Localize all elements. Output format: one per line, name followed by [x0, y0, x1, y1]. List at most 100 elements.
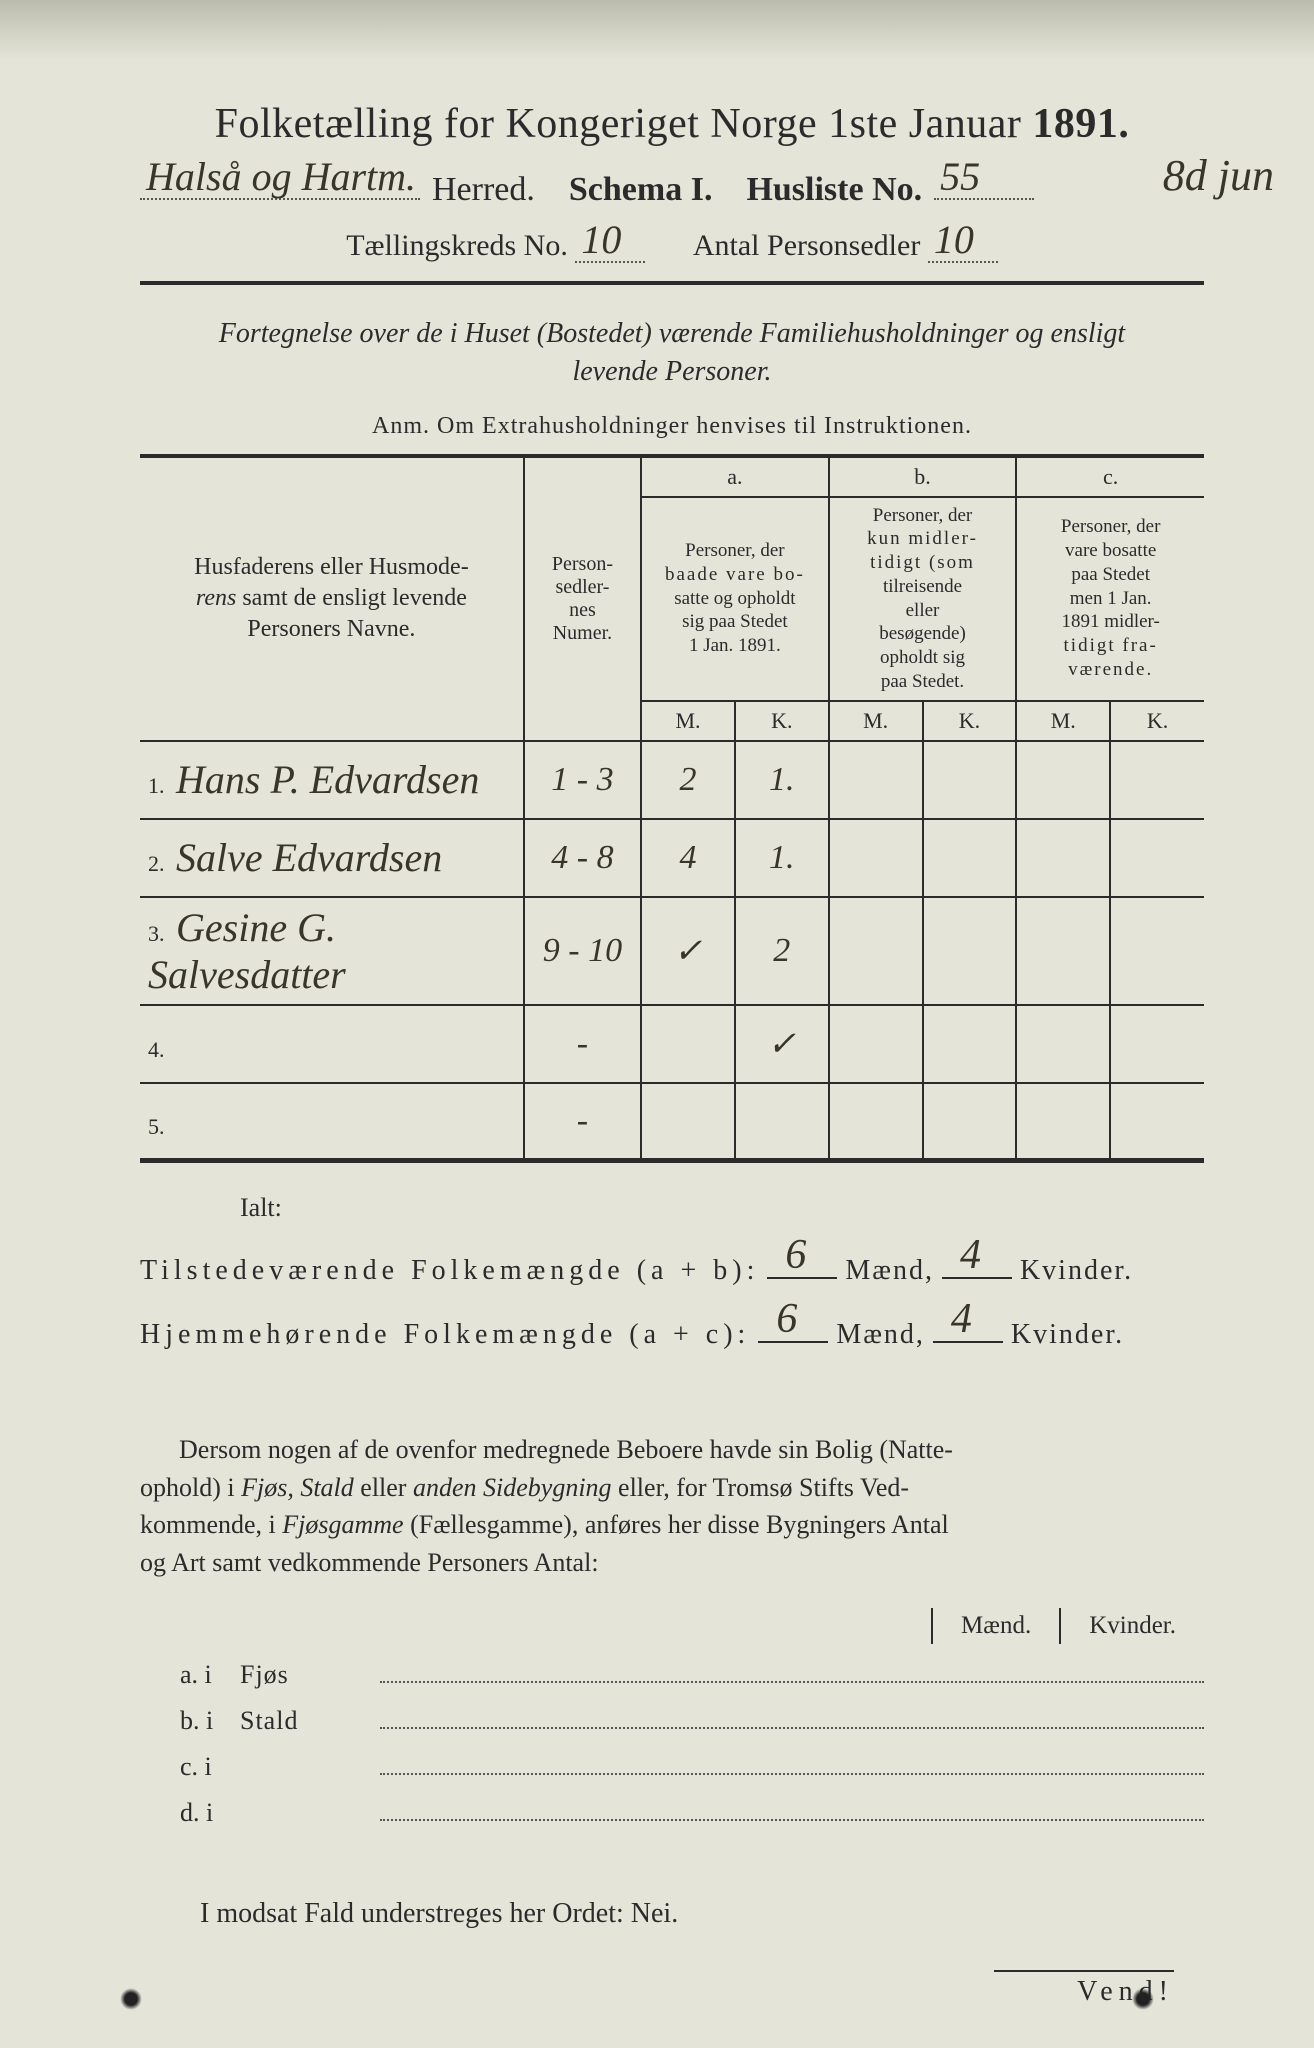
building-line: b. iStald [140, 1706, 1204, 1736]
b-k-cell [923, 1083, 1017, 1161]
line-label: d. i [180, 1798, 240, 1828]
col-names-header: Husfaderens eller Husmode- rens samt de … [140, 458, 524, 741]
header-line-2: Halså og Hartm. Herred. Schema I. Huslis… [140, 170, 1204, 209]
table-row: 5.- [140, 1083, 1204, 1161]
numer-cell: - [524, 1083, 641, 1161]
numer-cell: - [524, 1005, 641, 1083]
building-line: d. i [140, 1798, 1204, 1828]
tilstede-m-value: 6 [785, 1231, 808, 1279]
kvinder-label: Kvinder. [1020, 1255, 1133, 1287]
herred-label: Herred. [432, 171, 535, 209]
header-rule [140, 281, 1204, 285]
numer-cell: 4 - 8 [524, 819, 641, 897]
b-m-cell [829, 897, 923, 1005]
a-k-cell [735, 1083, 829, 1161]
title-prefix: Folketælling for Kongeriget Norge 1ste J… [215, 101, 1022, 147]
col-b-k: K. [923, 701, 1017, 741]
c-m-cell [1016, 897, 1110, 1005]
col-c-label: c. [1016, 458, 1204, 497]
line-label: c. i [180, 1752, 240, 1782]
hjemme-k-field: 4 [933, 1309, 1003, 1343]
a-m-cell [641, 1005, 735, 1083]
numer-cell: 9 - 10 [524, 897, 641, 1005]
a-k-cell: 1. [735, 819, 829, 897]
dotted-fill [380, 1675, 1204, 1683]
kreds-field: 10 [575, 233, 645, 263]
a-m-cell: 4 [641, 819, 735, 897]
col-a-desc: Personer, der baade vare bo- satte og op… [641, 497, 829, 701]
census-form-page: Folketælling for Kongeriget Norge 1ste J… [0, 0, 1314, 2048]
b-m-cell [829, 1083, 923, 1161]
name-cell: 5. [140, 1083, 524, 1161]
husliste-field: 55 [934, 170, 1034, 200]
subtitle-line-1: Fortegnelse over de i Huset (Bostedet) v… [140, 315, 1204, 353]
col-numer-header: Person- sedler- nes Numer. [524, 458, 641, 741]
husliste-value: 55 [940, 153, 980, 200]
col-a-m: M. [641, 701, 735, 741]
ialt-tilstede-line: Tilstedeværende Folkemængde (a + b): 6 M… [140, 1245, 1204, 1287]
col-c-m: M. [1016, 701, 1110, 741]
c-m-cell [1016, 819, 1110, 897]
kreds-label: Tællingskreds No. [346, 229, 568, 262]
a-k-cell: ✓ [735, 1005, 829, 1083]
name-cell: 2.Salve Edvardsen [140, 819, 524, 897]
col-c-desc: Personer, der vare bosatte paa Stedet me… [1016, 497, 1204, 701]
mk-column-headers: Mænd. Kvinder. [140, 1608, 1204, 1644]
table-row: 1.Hans P. Edvardsen1 - 321. [140, 741, 1204, 819]
name-cell: 4. [140, 1005, 524, 1083]
antal-label: Antal Personsedler [693, 229, 920, 262]
header-line-3: Tællingskreds No. 10 Antal Personsedler … [140, 229, 1204, 263]
subtitle: Fortegnelse over de i Huset (Bostedet) v… [140, 315, 1204, 391]
building-line: c. i [140, 1752, 1204, 1782]
subtitle-line-2: levende Personer. [140, 353, 1204, 391]
table-row: 2.Salve Edvardsen4 - 841. [140, 819, 1204, 897]
b-k-cell [923, 1005, 1017, 1083]
kvinder-header: Kvinder. [1059, 1608, 1204, 1644]
ialt-hjemme-line: Hjemmehørende Folkemængde (a + c): 6 Mæn… [140, 1309, 1204, 1351]
kreds-value: 10 [581, 216, 621, 263]
c-k-cell [1110, 819, 1204, 897]
binding-hole-icon [1132, 1988, 1154, 2010]
a-m-cell: ✓ [641, 897, 735, 1005]
b-k-cell [923, 819, 1017, 897]
tilstede-m-field: 6 [767, 1245, 837, 1279]
line-type: Fjøs [240, 1660, 380, 1690]
title-year: 1891. [1032, 101, 1129, 147]
a-m-cell: 2 [641, 741, 735, 819]
tilstede-k-field: 4 [942, 1245, 1012, 1279]
modsat-line: I modsat Fald understreges her Ordet: Ne… [200, 1898, 1204, 1930]
col-c-k: K. [1110, 701, 1204, 741]
b-k-cell [923, 897, 1017, 1005]
building-line: a. iFjøs [140, 1660, 1204, 1690]
hjemme-label: Hjemmehørende Folkemængde (a + c): [140, 1319, 750, 1351]
kvinder-label-2: Kvinder. [1011, 1319, 1124, 1351]
table-body: 1.Hans P. Edvardsen1 - 321.2.Salve Edvar… [140, 741, 1204, 1161]
maend-label: Mænd, [845, 1255, 934, 1287]
col-b-m: M. [829, 701, 923, 741]
herred-field: Halså og Hartm. [140, 170, 420, 200]
table-header-row-1: Husfaderens eller Husmode- rens samt de … [140, 458, 1204, 497]
numer-cell: 1 - 3 [524, 741, 641, 819]
herred-value: Halså og Hartm. [146, 153, 416, 200]
c-k-cell [1110, 1005, 1204, 1083]
a-m-cell [641, 1083, 735, 1161]
c-k-cell [1110, 1083, 1204, 1161]
household-table: Husfaderens eller Husmode- rens samt de … [140, 458, 1204, 1164]
col-a-label: a. [641, 458, 829, 497]
dersom-paragraph: Dersom nogen af de ovenfor medregnede Be… [140, 1431, 1204, 1582]
binding-hole-icon [120, 1988, 142, 2010]
c-m-cell [1016, 1083, 1110, 1161]
page-title: Folketælling for Kongeriget Norge 1ste J… [140, 100, 1204, 148]
margin-annotation: 8d jun [1163, 150, 1274, 201]
dotted-fill [380, 1721, 1204, 1729]
dotted-fill [380, 1767, 1204, 1775]
col-a-k: K. [735, 701, 829, 741]
c-m-cell [1016, 741, 1110, 819]
col-b-label: b. [829, 458, 1017, 497]
maend-header: Mænd. [931, 1608, 1059, 1644]
annotation-line: Anm. Om Extrahusholdninger henvises til … [140, 413, 1204, 440]
antal-field: 10 [928, 233, 998, 263]
hjemme-m-field: 6 [758, 1309, 828, 1343]
b-m-cell [829, 1005, 923, 1083]
table-row: 3.Gesine G. Salvesdatter9 - 10✓2 [140, 897, 1204, 1005]
